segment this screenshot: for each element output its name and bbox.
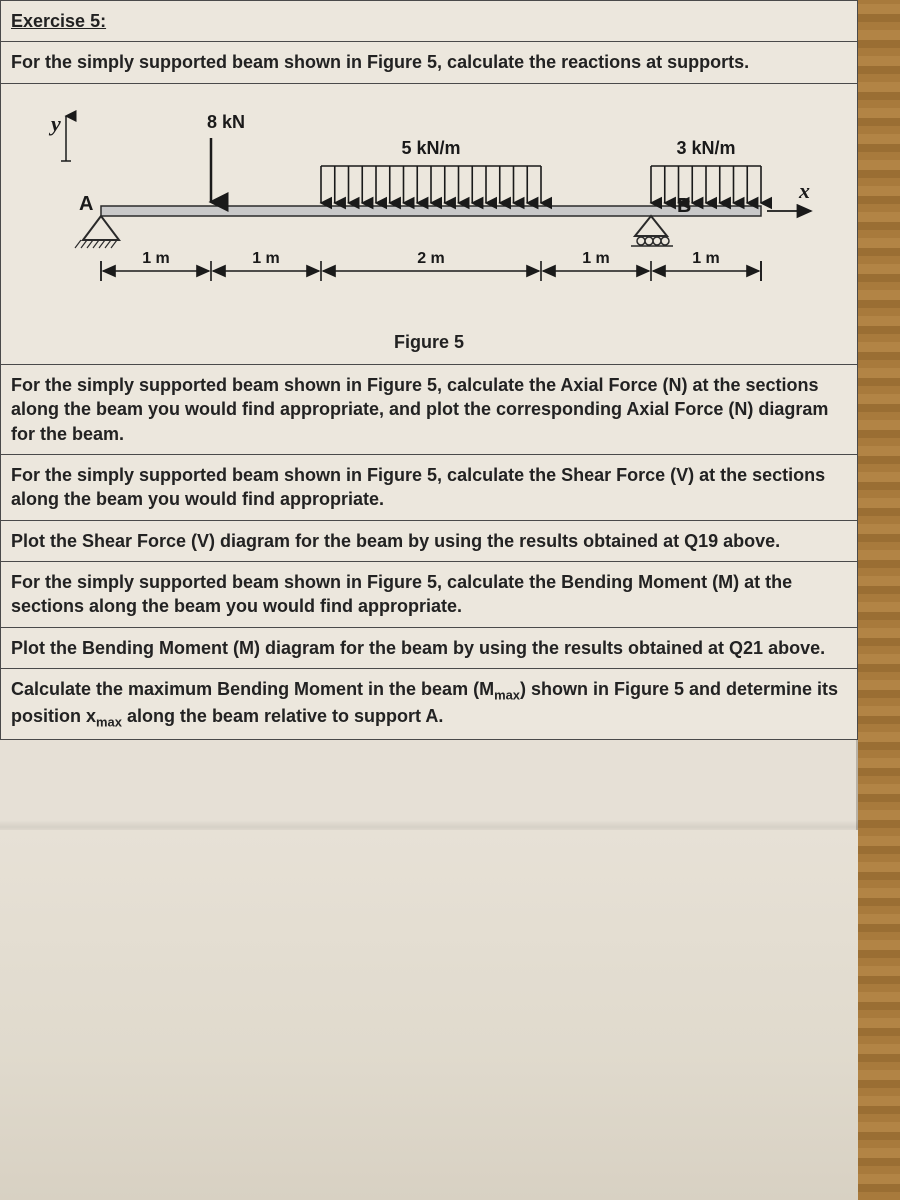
svg-text:3 kN/m: 3 kN/m	[676, 138, 735, 158]
svg-text:x: x	[798, 178, 810, 203]
exercise-title: Exercise 5:	[1, 1, 858, 42]
svg-text:1 m: 1 m	[142, 250, 170, 267]
svg-text:y: y	[48, 111, 61, 136]
svg-text:2 m: 2 m	[417, 250, 445, 267]
q-axial: For the simply supported beam shown in F…	[1, 365, 858, 455]
q-moment: For the simply supported beam shown in F…	[1, 561, 858, 627]
q-max-sub2: max	[96, 715, 122, 730]
q-max-post: along the beam relative to support A.	[122, 706, 443, 726]
svg-text:1 m: 1 m	[582, 250, 610, 267]
q-shear: For the simply supported beam shown in F…	[1, 455, 858, 521]
q-moment-plot: Plot the Bending Moment (M) diagram for …	[1, 627, 858, 668]
q-max: Calculate the maximum Bending Moment in …	[1, 668, 858, 739]
q-max-sub1: max	[494, 687, 520, 702]
svg-text:1 m: 1 m	[692, 250, 720, 267]
svg-text:A: A	[79, 193, 93, 215]
exercise-table: Exercise 5: For the simply supported bea…	[0, 0, 858, 740]
beam-diagram: yAB8 kN5 kN/m3 kN/mx1 m1 m2 m1 m1 m	[11, 96, 831, 316]
intro-text: For the simply supported beam shown in F…	[1, 42, 858, 83]
q-shear-plot: Plot the Shear Force (V) diagram for the…	[1, 520, 858, 561]
svg-text:1 m: 1 m	[252, 250, 280, 267]
figure-caption: Figure 5	[11, 330, 847, 354]
svg-text:8 kN: 8 kN	[207, 112, 245, 132]
q-max-pre: Calculate the maximum Bending Moment in …	[11, 679, 494, 699]
figure-cell: yAB8 kN5 kN/m3 kN/mx1 m1 m2 m1 m1 m Figu…	[1, 83, 858, 365]
svg-text:5 kN/m: 5 kN/m	[401, 138, 460, 158]
